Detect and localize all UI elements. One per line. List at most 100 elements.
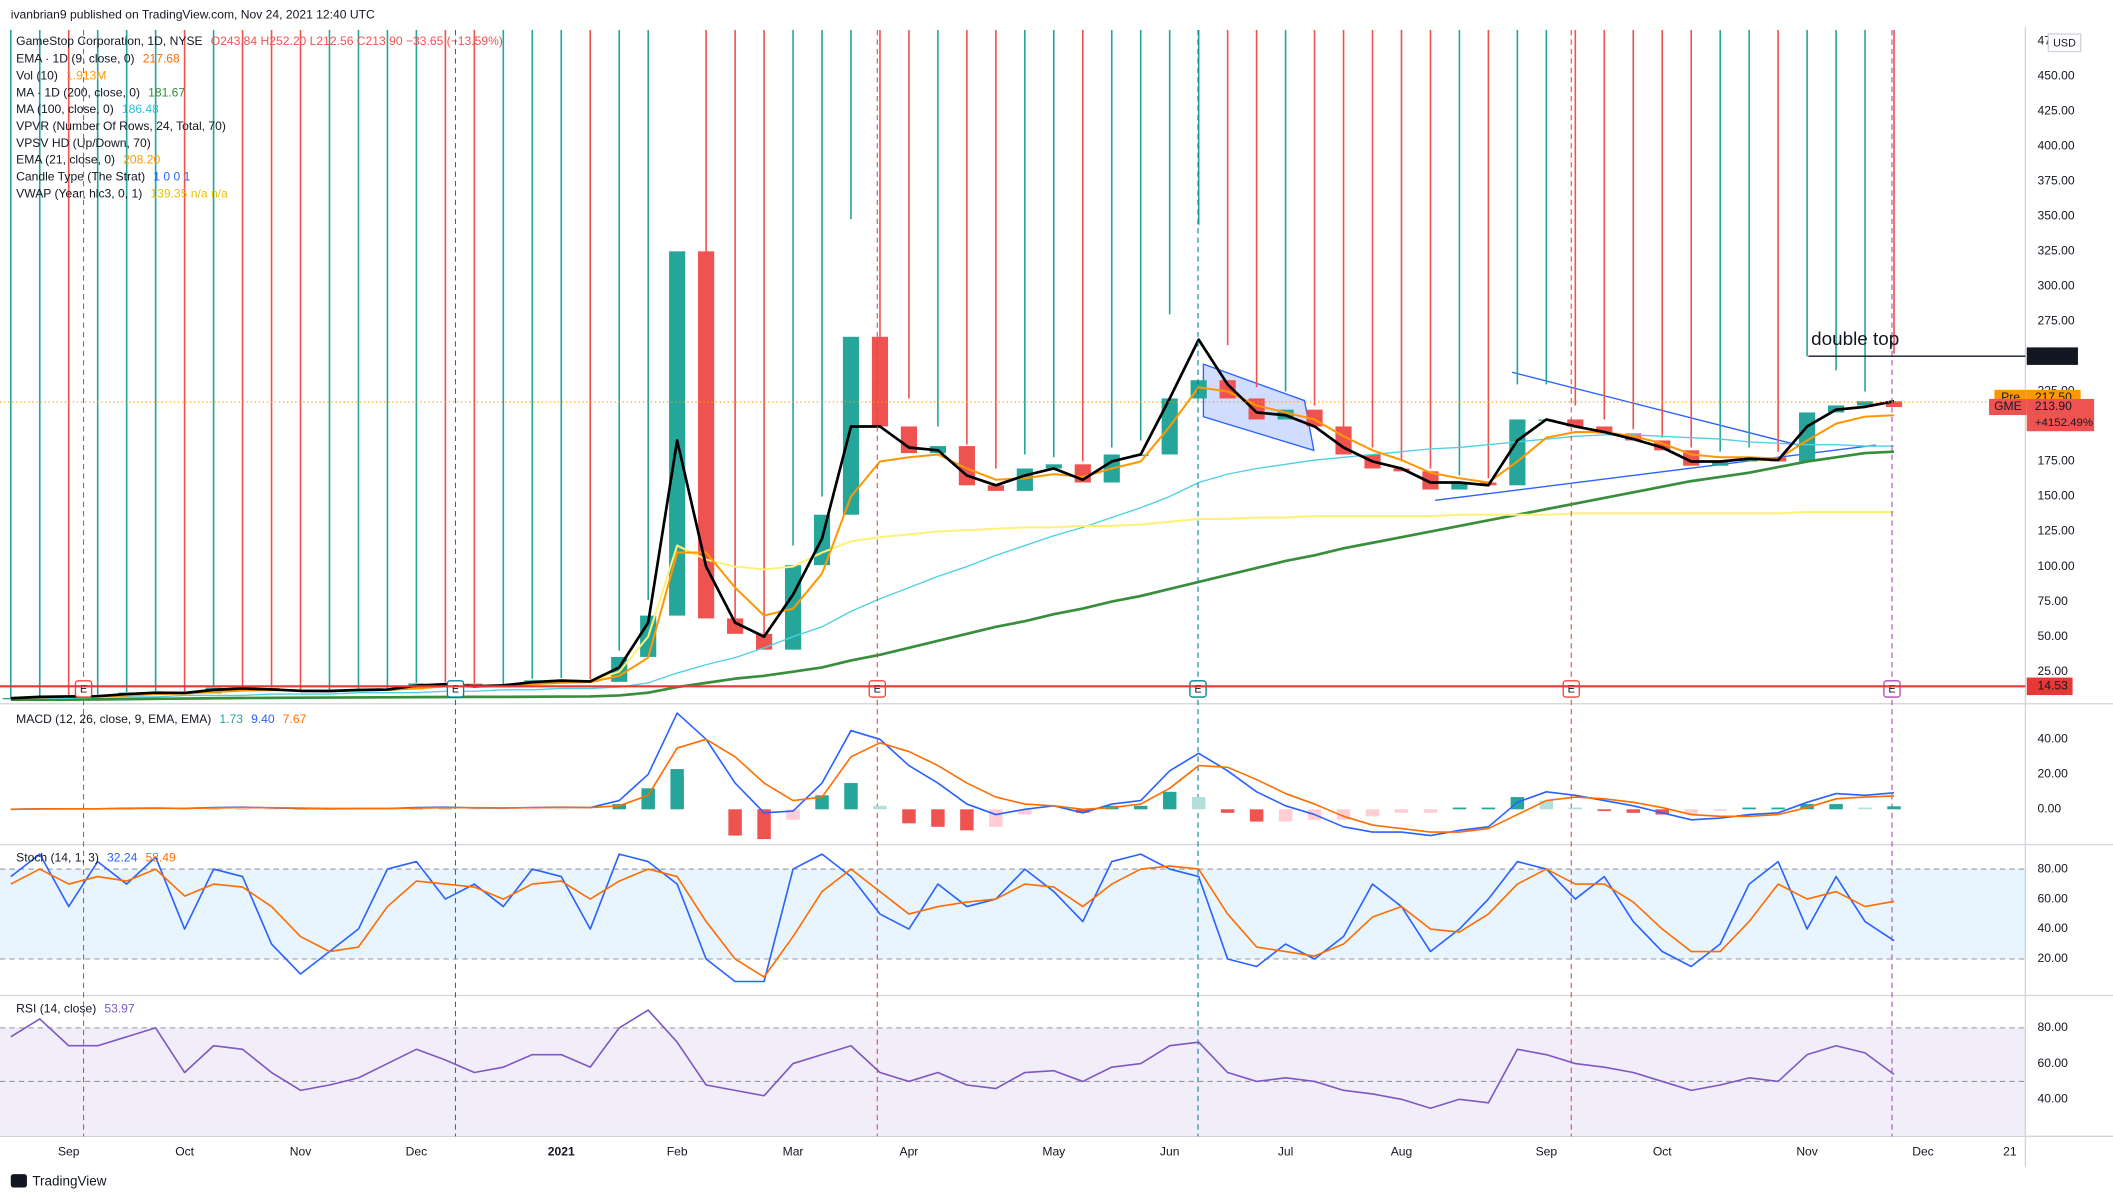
y-tick-label: 350.00 bbox=[2038, 209, 2075, 223]
y-tick-label: 75.00 bbox=[2038, 594, 2069, 608]
histogram-bar bbox=[989, 809, 1003, 827]
plot: 25.00 50.00 75.00 100.00 125.00 150.00 175.00 2… bbox=[0, 29, 2095, 1159]
candle-body bbox=[727, 618, 744, 634]
event-label: E bbox=[452, 683, 459, 695]
y-tick-label: 150.00 bbox=[2038, 489, 2075, 503]
resistance-label-bg bbox=[2026, 347, 2078, 365]
indicator-legend: MA · 1D (200, close, 0) 181.67 bbox=[16, 86, 185, 100]
y-tick-label: 60.00 bbox=[2038, 1056, 2069, 1070]
pane bbox=[0, 853, 2026, 983]
y-tick-label: 0.00 bbox=[2038, 802, 2062, 816]
histogram-bar bbox=[1684, 809, 1698, 815]
y-tick-label: 375.00 bbox=[2038, 173, 2075, 187]
x-tick-label: Oct bbox=[1653, 1145, 1672, 1159]
event-label: E bbox=[1194, 683, 1201, 695]
histogram-bar bbox=[1858, 807, 1872, 810]
y-tick-label: 20.00 bbox=[2038, 951, 2069, 965]
x-tick-label: Nov bbox=[1796, 1145, 1818, 1159]
indicator-name: Candle Type (The Strat) bbox=[16, 170, 145, 184]
series-line bbox=[10, 1009, 1895, 1110]
histogram-bar bbox=[844, 783, 858, 810]
x-tick-label: Mar bbox=[783, 1145, 804, 1159]
indicator-name: Vol (10) bbox=[16, 69, 58, 83]
histogram-bar bbox=[1162, 791, 1177, 810]
histogram-bar bbox=[815, 795, 829, 810]
band bbox=[0, 869, 2026, 960]
indicator-name: VPVR (Number Of Rows, 24, Total, 70) bbox=[16, 119, 226, 133]
last-change: +4152.49% bbox=[2035, 417, 2093, 429]
x-tick-label: 2021 bbox=[548, 1145, 575, 1159]
y-tick-label: 175.00 bbox=[2038, 454, 2075, 468]
histogram-bar bbox=[902, 809, 916, 824]
candle-body bbox=[1885, 401, 1903, 407]
watermark: ivanbrian9 published on TradingView.com,… bbox=[11, 7, 375, 21]
event-badge bbox=[868, 680, 887, 698]
histogram-bar bbox=[1249, 809, 1264, 822]
ohlc: O243.84 H252.20 L212.56 C213.90 −33.65 (… bbox=[211, 34, 503, 48]
histogram-bar bbox=[1655, 809, 1669, 815]
histogram-bar bbox=[1018, 809, 1032, 815]
indicator-legend: VWAP (Year, hlc3, 0, 1) 139.35 n/a n/a bbox=[16, 187, 228, 201]
event-label: E bbox=[1568, 683, 1575, 695]
x-tick-label: Jul bbox=[1278, 1145, 1293, 1159]
histogram-bar bbox=[960, 809, 974, 831]
legend-title: Stoch (14, 1, 3) bbox=[16, 851, 99, 865]
indicator-name: EMA · 1D (9, close, 0) bbox=[16, 52, 134, 66]
histogram-bar bbox=[1191, 797, 1206, 810]
y-tick-label: 40.00 bbox=[2038, 732, 2069, 746]
histogram-bar bbox=[1365, 809, 1380, 817]
last-label: 213.90 bbox=[2035, 399, 2072, 413]
x-tick-label: Oct bbox=[175, 1145, 194, 1159]
indicator-legend: MA (100, close, 0) 186.48 bbox=[16, 102, 159, 116]
resistance-label: 250.19 bbox=[2035, 348, 2072, 362]
legend-title: MACD (12, 26, close, 9, EMA, EMA) bbox=[16, 712, 211, 726]
x-tick-label: May bbox=[1042, 1145, 1066, 1159]
event-badge bbox=[1189, 680, 1207, 698]
logo-text: TradingView bbox=[32, 1174, 106, 1189]
indicator-value: 217.68 bbox=[143, 52, 180, 66]
pane-separators bbox=[0, 27, 2113, 1168]
indicator-legend: EMA (21, close, 0) 208.20 bbox=[16, 153, 160, 167]
histogram-bar bbox=[1713, 809, 1727, 812]
series-line bbox=[10, 738, 1895, 833]
candle-body bbox=[669, 251, 686, 616]
indicator-name: EMA (21, close, 0) bbox=[16, 153, 115, 167]
indicator-legend: VPVR (Number Of Rows, 24, Total, 70) bbox=[16, 119, 226, 133]
indicator-name: VPSV HD (Up/Down, 70) bbox=[16, 136, 151, 150]
histogram-bar bbox=[1133, 805, 1148, 810]
histogram-bar bbox=[1568, 807, 1583, 810]
event-badge bbox=[74, 680, 93, 698]
y-tick-label: 40.00 bbox=[2038, 1091, 2069, 1105]
y-tick-label: 60.00 bbox=[2038, 891, 2069, 905]
histogram-bar bbox=[670, 769, 684, 810]
histogram-bar bbox=[1539, 800, 1554, 810]
y-tick-label: 80.00 bbox=[2038, 1020, 2069, 1034]
indicator-value: 139.35 n/a n/a bbox=[150, 187, 228, 201]
candle-body bbox=[1422, 471, 1439, 490]
histogram-bar bbox=[409, 808, 424, 810]
candle-body bbox=[1856, 401, 1874, 406]
x-tick-label: Dec bbox=[1912, 1145, 1934, 1159]
histogram-bar bbox=[1887, 806, 1901, 810]
x-tick-label: Nov bbox=[290, 1145, 312, 1159]
histogram-bar bbox=[641, 788, 655, 810]
indicator-name: MA · 1D (200, close, 0) bbox=[16, 86, 140, 100]
legend-value: 58.49 bbox=[145, 851, 176, 865]
x-tick-label: Feb bbox=[667, 1145, 688, 1159]
event-badge bbox=[446, 680, 465, 698]
series-line bbox=[10, 338, 1895, 700]
pane-legend: RSI (14, close) 53.97 bbox=[16, 1002, 135, 1016]
series-line bbox=[561, 510, 1895, 683]
y-tick-label: 125.00 bbox=[2038, 524, 2075, 538]
series-line bbox=[10, 865, 1895, 978]
trendline bbox=[1511, 371, 1804, 448]
indicator-value: 1.913M bbox=[66, 69, 106, 83]
annotation: double top bbox=[1811, 328, 1899, 349]
histogram-bar bbox=[1336, 809, 1351, 820]
candle-body bbox=[1451, 482, 1468, 490]
y-tick-label: 100.00 bbox=[2038, 559, 2075, 573]
x-tick-label: 21 bbox=[2003, 1145, 2017, 1159]
title: GameStop Corporation, 1D, NYSE bbox=[16, 34, 202, 48]
histogram-bar bbox=[786, 809, 800, 820]
candle-body bbox=[698, 251, 715, 619]
